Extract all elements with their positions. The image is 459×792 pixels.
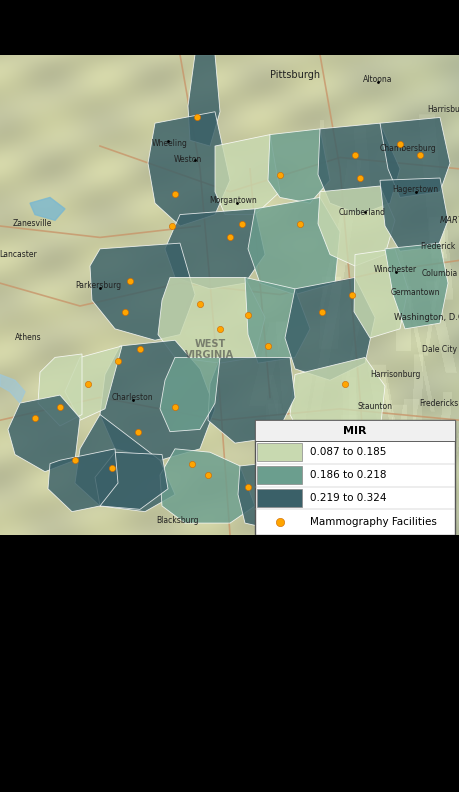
Polygon shape xyxy=(165,209,264,289)
Text: Pittsburgh: Pittsburgh xyxy=(269,70,319,80)
Polygon shape xyxy=(95,452,168,509)
Polygon shape xyxy=(38,354,82,426)
Polygon shape xyxy=(30,197,65,220)
Text: Hagerstown: Hagerstown xyxy=(391,185,437,194)
Polygon shape xyxy=(8,395,80,472)
Polygon shape xyxy=(379,178,447,251)
Text: Altoona: Altoona xyxy=(363,75,392,84)
Polygon shape xyxy=(160,357,219,432)
Polygon shape xyxy=(207,357,294,443)
Bar xyxy=(257,443,302,462)
Text: Mammography Facilities: Mammography Facilities xyxy=(309,517,436,527)
Text: Charlottesville: Charlottesville xyxy=(361,439,417,447)
Polygon shape xyxy=(389,426,429,460)
Bar xyxy=(254,421,454,441)
Polygon shape xyxy=(268,129,329,204)
Polygon shape xyxy=(285,277,374,380)
Text: Chambersburg: Chambersburg xyxy=(379,144,436,153)
Text: Germantown: Germantown xyxy=(389,287,439,297)
Bar xyxy=(254,421,454,535)
Text: Roanoke: Roanoke xyxy=(258,519,291,527)
Text: Columbia: Columbia xyxy=(421,269,457,279)
Polygon shape xyxy=(268,443,334,521)
Text: Staunton: Staunton xyxy=(357,402,392,411)
Text: MIR: MIR xyxy=(342,425,366,436)
Text: Wheeling: Wheeling xyxy=(152,139,188,148)
Text: Washington, D.C.: Washington, D.C. xyxy=(393,313,459,322)
Text: Harrisonburg: Harrisonburg xyxy=(369,370,419,379)
Text: 0.219 to 0.324: 0.219 to 0.324 xyxy=(309,493,386,503)
Text: Cumberland: Cumberland xyxy=(338,208,385,217)
Polygon shape xyxy=(65,346,122,421)
Text: MARY: MARY xyxy=(439,215,459,225)
Polygon shape xyxy=(48,449,118,512)
Text: Zanesville: Zanesville xyxy=(12,219,51,228)
Text: Dale City: Dale City xyxy=(421,345,457,354)
Polygon shape xyxy=(317,186,394,266)
Text: 0.087 to 0.185: 0.087 to 0.185 xyxy=(309,447,386,457)
Polygon shape xyxy=(188,55,219,146)
Polygon shape xyxy=(353,249,407,338)
Polygon shape xyxy=(245,277,309,363)
Text: Frederick: Frederick xyxy=(420,242,454,251)
Text: Parkersburg: Parkersburg xyxy=(75,281,121,290)
Polygon shape xyxy=(214,135,280,215)
Text: Morgantown: Morgantown xyxy=(209,196,256,205)
Text: Blacksburg: Blacksburg xyxy=(157,516,199,525)
Polygon shape xyxy=(0,375,25,403)
Bar xyxy=(257,466,302,484)
Polygon shape xyxy=(379,117,449,197)
Text: 0.186 to 0.218: 0.186 to 0.218 xyxy=(309,470,386,480)
Polygon shape xyxy=(237,460,319,529)
Text: This West Virginia map overlays the location of mammography facilities with mort: This West Virginia map overlays the loca… xyxy=(21,565,452,667)
Polygon shape xyxy=(247,197,339,295)
Polygon shape xyxy=(100,341,214,460)
Text: WEST
VIRGINIA: WEST VIRGINIA xyxy=(185,339,234,360)
Text: Athens: Athens xyxy=(15,333,41,342)
Polygon shape xyxy=(289,357,384,449)
Polygon shape xyxy=(317,124,399,215)
Text: Harrisburg: Harrisburg xyxy=(426,105,459,114)
Polygon shape xyxy=(90,243,195,341)
Polygon shape xyxy=(148,112,230,226)
Polygon shape xyxy=(160,449,254,523)
Polygon shape xyxy=(384,243,447,329)
Text: Fredericksburg: Fredericksburg xyxy=(419,398,459,408)
Text: Lancaster: Lancaster xyxy=(0,250,37,259)
Polygon shape xyxy=(157,277,264,363)
Text: Winchester: Winchester xyxy=(373,265,416,274)
Text: Weston: Weston xyxy=(174,155,202,164)
Bar xyxy=(257,489,302,507)
Polygon shape xyxy=(75,414,174,512)
Text: Charleston: Charleston xyxy=(111,393,152,402)
